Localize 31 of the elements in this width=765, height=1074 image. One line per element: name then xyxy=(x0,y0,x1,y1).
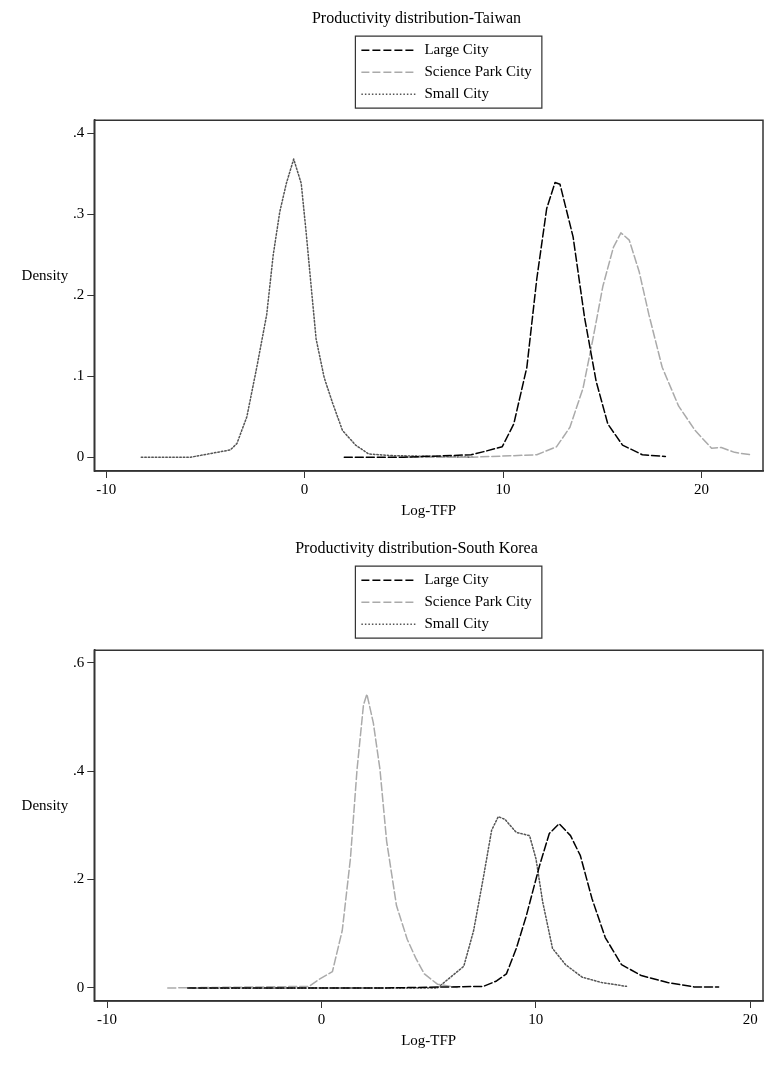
legend-label: Science Park City xyxy=(424,593,533,610)
legend-label: Large City xyxy=(424,41,490,58)
x-axis-title: Log-TFP xyxy=(401,1031,457,1048)
legend-label: Small City xyxy=(424,615,490,632)
x-axis-title: Log-TFP xyxy=(401,501,457,518)
legend-label: Small City xyxy=(424,85,490,102)
x-tick-label: -10 xyxy=(97,1010,118,1027)
legend-label: Science Park City xyxy=(424,63,533,80)
y-tick-label: .2 xyxy=(73,286,85,303)
x-tick-label: 0 xyxy=(300,480,309,497)
x-tick-label: -10 xyxy=(96,480,117,497)
x-tick-label: 10 xyxy=(495,480,511,497)
x-tick-label: 0 xyxy=(317,1010,326,1027)
line-series xyxy=(186,822,720,989)
y-tick-label: 0 xyxy=(76,978,85,995)
y-tick-label: .4 xyxy=(73,124,85,141)
y-tick-label: .3 xyxy=(73,205,85,222)
y-tick-label: .6 xyxy=(73,653,85,670)
line-series xyxy=(343,181,667,458)
chart-title: Productivity distribution-Taiwan xyxy=(311,8,522,27)
y-axis-title: Density xyxy=(21,796,69,813)
y-tick-label: .4 xyxy=(73,762,85,779)
y-tick-label: 0 xyxy=(76,448,85,465)
x-tick-label: 20 xyxy=(693,480,709,497)
x-tick-label: 10 xyxy=(528,1010,544,1027)
x-tick-label: 20 xyxy=(742,1010,758,1027)
chart-title: Productivity distribution-South Korea xyxy=(295,538,538,557)
y-tick-label: .1 xyxy=(73,367,85,384)
legend-label: Large City xyxy=(424,571,490,588)
y-tick-label: .2 xyxy=(73,870,85,887)
y-axis-title: Density xyxy=(21,266,69,283)
